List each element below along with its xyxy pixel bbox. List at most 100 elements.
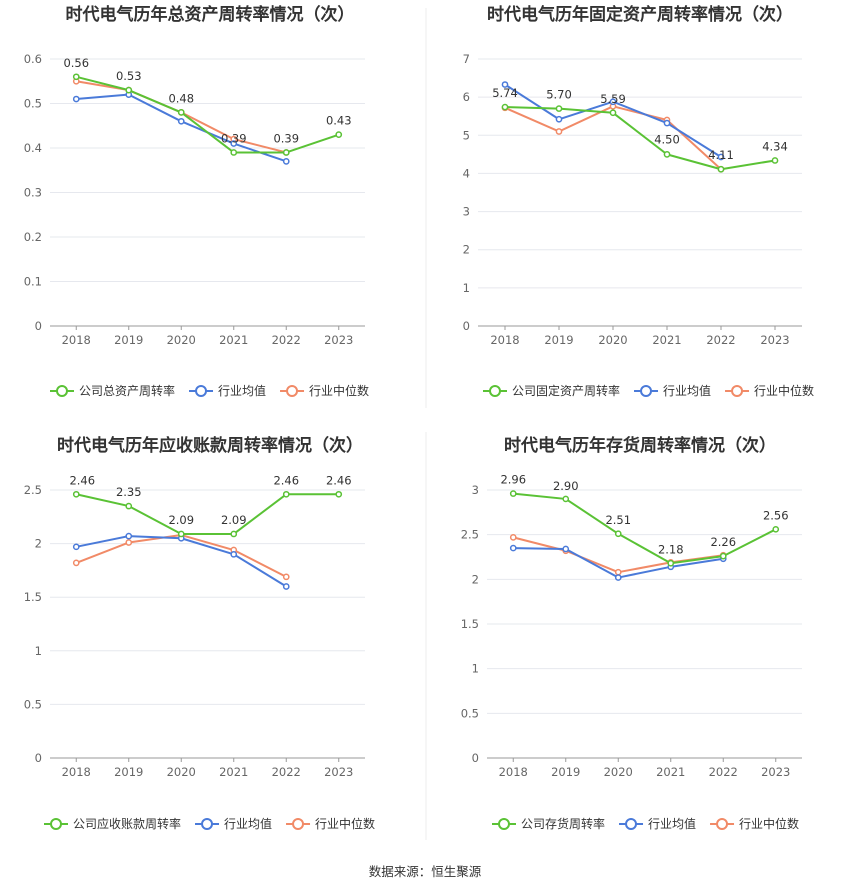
data-label: 2.35	[116, 485, 142, 499]
data-point-company	[717, 165, 725, 173]
data-label: 2.46	[273, 473, 299, 487]
data-point-avg	[125, 532, 133, 540]
legend-item-avg[interactable]: 行业均值	[189, 383, 266, 398]
data-label: 4.34	[762, 139, 788, 153]
data-label: 2.09	[168, 513, 194, 527]
x-tick-label: 2021	[219, 765, 248, 779]
data-point-avg	[282, 583, 290, 590]
data-point-avg	[663, 119, 671, 127]
data-point-median	[282, 573, 290, 581]
x-tick-label: 2020	[604, 765, 633, 779]
data-label: 2.26	[710, 535, 736, 549]
y-tick-label: 2	[35, 537, 42, 551]
x-tick-label: 2019	[544, 333, 573, 347]
legend-item-company[interactable]: 公司应收账款周转率	[44, 816, 181, 831]
y-tick-label: 2.5	[24, 483, 42, 497]
data-point-median	[614, 568, 622, 576]
legend-marker-icon	[731, 385, 744, 397]
data-point-company	[667, 559, 675, 567]
legend-marker-icon	[50, 818, 62, 830]
legend-label: 行业中位数	[315, 816, 375, 831]
chart-title: 时代电气历年应收账款周转率情况（次）	[57, 435, 363, 456]
chart-panel-2: 时代电气历年固定资产周转率情况（次） 0 1 2 3 4 5 6 7 2018 2019 2020 20…	[463, 4, 814, 398]
y-tick-label: 0	[35, 319, 42, 333]
data-point-company	[282, 149, 290, 156]
data-label: 0.43	[326, 114, 352, 128]
y-tick-label: 0.3	[24, 186, 42, 200]
legend-item-company[interactable]: 公司存货周转率	[492, 816, 605, 831]
legend: 公司固定资产周转率 行业均值 行业中位数	[483, 383, 814, 398]
legend-item-company[interactable]: 公司固定资产周转率	[483, 383, 620, 398]
legend-item-median[interactable]: 行业中位数	[725, 383, 814, 398]
data-point-company	[562, 495, 570, 503]
legend: 公司总资产周转率 行业均值 行业中位数	[50, 383, 369, 398]
x-tick-label: 2019	[551, 765, 580, 779]
x-tick-label: 2020	[598, 333, 627, 347]
y-tick-label: 6	[463, 90, 470, 104]
x-tick-label: 2022	[272, 333, 301, 347]
data-label: 0.56	[63, 56, 89, 70]
legend-marker-icon	[56, 385, 68, 397]
series-line-company	[76, 75, 340, 154]
legend-item-avg[interactable]: 行业均值	[619, 816, 696, 831]
data-point-company	[614, 530, 622, 538]
data-point-median	[125, 539, 133, 546]
data-point-company	[282, 490, 290, 498]
y-tick-label: 7	[463, 52, 470, 66]
data-point-company	[555, 105, 563, 112]
series-line-company	[513, 492, 777, 565]
y-tick-label: 1	[472, 662, 479, 676]
data-label: 5.59	[600, 92, 626, 106]
y-tick-label: 0	[35, 751, 42, 765]
data-point-avg	[230, 550, 238, 558]
y-tick-label: 4	[463, 166, 470, 180]
data-point-median	[72, 559, 80, 567]
y-tick-label: 2	[472, 572, 479, 586]
legend-marker-icon	[201, 818, 214, 830]
y-tick-label: 0.5	[461, 706, 479, 720]
legend-label: 公司固定资产周转率	[512, 383, 620, 398]
data-label: 4.50	[654, 132, 680, 146]
legend-item-company[interactable]: 公司总资产周转率	[50, 383, 175, 398]
legend-item-avg[interactable]: 行业均值	[634, 383, 711, 398]
x-tick-label: 2019	[114, 765, 143, 779]
chart-title: 时代电气历年总资产周转率情况（次）	[66, 4, 355, 25]
legend-item-avg[interactable]: 行业均值	[195, 816, 272, 831]
data-point-company	[177, 530, 185, 538]
data-label: 5.74	[492, 86, 518, 100]
data-point-company	[335, 490, 343, 498]
legend-marker-icon	[195, 385, 208, 397]
data-point-median	[555, 128, 563, 135]
x-tick-label: 2023	[324, 765, 353, 779]
y-tick-label: 1	[463, 281, 470, 295]
x-tick-label: 2018	[62, 333, 91, 347]
data-label: 2.96	[500, 473, 526, 487]
x-tick-label: 2021	[652, 333, 681, 347]
legend-marker-icon	[625, 818, 638, 830]
data-point-company	[177, 109, 185, 116]
x-tick-label: 2021	[656, 765, 685, 779]
data-label: 2.90	[553, 479, 579, 493]
y-tick-label: 2.5	[461, 528, 479, 542]
data-point-company	[125, 86, 133, 94]
legend-label: 行业均值	[224, 816, 272, 831]
y-tick-label: 0	[472, 751, 479, 765]
y-tick-label: 3	[463, 205, 470, 219]
y-tick-label: 1.5	[24, 590, 42, 604]
data-point-avg	[562, 545, 570, 553]
x-tick-label: 2021	[219, 333, 248, 347]
y-tick-label: 0.2	[24, 230, 42, 244]
data-point-company	[125, 502, 133, 510]
legend-item-median[interactable]: 行业中位数	[710, 816, 799, 831]
legend-marker-icon	[286, 385, 299, 397]
legend-marker-icon	[489, 385, 501, 397]
legend-item-median[interactable]: 行业中位数	[286, 816, 375, 831]
y-tick-label: 0	[463, 319, 470, 333]
y-tick-label: 1.5	[461, 617, 479, 631]
chart-panel-3: 时代电气历年应收账款周转率情况（次） 0 0.5 1 1.5 2 2.5 2018 2019 20…	[24, 435, 375, 831]
legend-label: 公司存货周转率	[521, 816, 605, 831]
data-label: 2.51	[605, 513, 631, 527]
legend-item-median[interactable]: 行业中位数	[280, 383, 369, 398]
x-tick-label: 2022	[706, 333, 735, 347]
data-label: 5.70	[546, 88, 572, 102]
